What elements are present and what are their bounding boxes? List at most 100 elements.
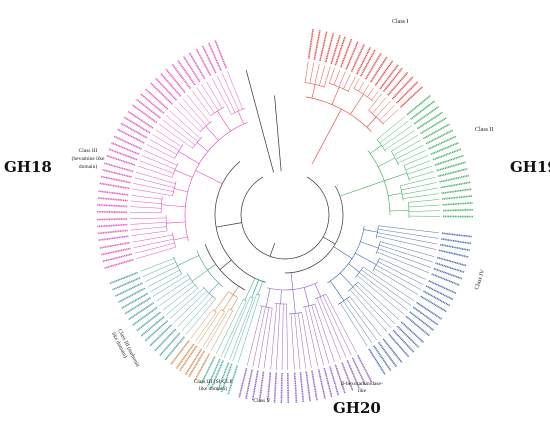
class_iii_hevamine-leaf-branch: [178, 102, 204, 129]
gh20-leaf-branch: [294, 313, 301, 370]
leaf-label-glyph: [428, 135, 457, 150]
gh18-label: GH18: [4, 158, 52, 176]
gh20-sub-arc: [302, 303, 316, 308]
class_iv-leaf-branch: [343, 300, 373, 344]
leaf-label-glyph: [319, 31, 328, 62]
gh20-sub-stem: [265, 288, 271, 308]
class_iv-base-arc: [327, 226, 365, 284]
class_iii_hevamine-leaf-branch: [130, 212, 162, 214]
class_i-leaf-branch: [333, 69, 341, 86]
class_iii_narbonin-leaf-branch: [173, 290, 207, 324]
leaf-label-glyph: [150, 82, 173, 105]
leaf-label-glyph: [368, 348, 386, 375]
class_ii-sub-stem: [388, 192, 403, 196]
leaf-label-glyph: [97, 218, 128, 221]
backbone-arc: [240, 176, 330, 260]
class_iii_hevamine-leaf-branch: [133, 183, 174, 192]
class_iii_hevamine-leaf-branch: [182, 98, 207, 126]
class_iii_hevamine-leaf-branch: [137, 165, 173, 178]
leaf-label-glyph: [149, 324, 173, 347]
class_iii_hevamine-sub-stem: [173, 236, 188, 241]
leaf-label-glyph: [194, 353, 211, 381]
leaf-label-glyph: [373, 345, 392, 371]
leaf-label-glyph: [442, 202, 473, 206]
class_iv-sub-arc: [372, 258, 380, 271]
class_iii_hevamine-sub-stem: [178, 151, 200, 164]
leaf-label-glyph: [396, 325, 420, 348]
class_iii_hevamine-leaf-branch: [216, 75, 236, 113]
class-iii-narbonin-label: Class III (narbonin like domain): [110, 328, 141, 368]
class_v-leaf-branch: [237, 295, 260, 363]
class_iv-leaf-branch: [374, 268, 419, 295]
leaf-label-glyph: [388, 333, 410, 358]
class_iii_narbonin-sub-stem: [177, 255, 200, 266]
leaf-label-glyph: [258, 371, 265, 402]
svg-text:like: like: [358, 388, 367, 394]
outgroup-branch: [245, 70, 274, 173]
leaf-label-glyph: [431, 273, 460, 286]
leaf-label-glyph: [350, 44, 365, 73]
svg-text:β-hexosaminidase-: β-hexosaminidase-: [341, 381, 383, 387]
leaf-label-glyph: [311, 370, 318, 401]
leaf-label-glyph: [188, 52, 206, 80]
class_i-leaf-branch: [375, 101, 391, 117]
class_i-leaf-branch: [304, 61, 309, 83]
leaf-label-glyph: [440, 181, 471, 189]
class_iii_hevamine-leaf-branch: [149, 139, 177, 155]
gh20-sub-stem: [280, 289, 282, 304]
leaf-label-glyph: [420, 295, 447, 313]
class_iii_hevamine-leaf-branch: [130, 200, 162, 204]
class_iii_hevamine-leaf-branch: [169, 110, 201, 139]
class_i-sub-stem: [311, 84, 316, 99]
leaf-label-glyph: [334, 364, 346, 394]
class_iv-leaf-branch: [359, 272, 408, 311]
class_ii-leaf-branch: [405, 160, 431, 171]
class_iii_si_clp-leaf-branch: [190, 309, 213, 339]
class-v-label: Class V: [253, 398, 270, 404]
class_i-sub-stem: [350, 94, 364, 115]
leaf-label-glyph: [159, 332, 181, 356]
class_iv-leaf-branch: [377, 232, 438, 245]
leaf-label-glyph: [330, 34, 341, 65]
leaf-label-glyph: [412, 306, 439, 326]
leaf-label-glyph: [102, 169, 132, 178]
class_v-leaf-branch: [224, 296, 251, 358]
class_iv-leaf-branch: [363, 266, 415, 301]
class_iii_hevamine-leaf-branch: [174, 106, 201, 132]
class_iii_hevamine-leaf-branch: [162, 119, 196, 146]
leaf-label-glyph: [109, 271, 139, 285]
class_ii-leaf-branch: [379, 120, 409, 144]
class_i-sub-arc: [368, 110, 384, 125]
class_iii_hevamine-sub-arc: [192, 136, 203, 149]
class_ii-leaf-branch: [408, 199, 440, 203]
leaf-label-glyph: [392, 329, 415, 353]
class-iii-si-clp-label: Class III (SI-CLP like domain): [194, 378, 233, 392]
gh20-leaf-branch: [247, 306, 263, 366]
leaf-label-glyph: [435, 262, 465, 273]
leaf-label-glyph: [420, 117, 447, 135]
gh20-label: GH20: [333, 399, 381, 417]
class_v-leaf-branch: [215, 299, 244, 354]
leaf-label-glyph: [441, 232, 472, 238]
leaf-label-glyph: [121, 292, 149, 309]
leaf-label-glyph: [111, 142, 140, 156]
gh20-leaf-branch: [311, 305, 330, 364]
gh20-leaf-branch: [286, 303, 288, 370]
class_iii_hevamine-sub-arc: [210, 106, 225, 116]
class_ii-leaf-branch: [404, 155, 429, 166]
class_iii_hevamine-leaf-branch: [131, 230, 168, 236]
leaf-label-glyph: [317, 369, 326, 399]
leaf-label-glyph: [97, 229, 128, 235]
leaf-labels: [97, 28, 473, 403]
leaf-label-glyph: [422, 123, 450, 140]
leaf-label-glyph: [136, 311, 161, 332]
class_iv-sub-stem: [348, 263, 360, 273]
class_iii_hevamine-base-arc: [184, 122, 248, 241]
leaf-label-glyph: [400, 321, 424, 343]
class_i-leaf-branch: [338, 72, 346, 87]
leaf-label-glyph: [154, 328, 177, 352]
gh20-sub-stem: [314, 283, 321, 297]
leaf-label-glyph: [324, 33, 335, 63]
leaf-label-glyph: [441, 188, 472, 195]
class_iii_hevamine-leaf-branch: [130, 217, 167, 220]
